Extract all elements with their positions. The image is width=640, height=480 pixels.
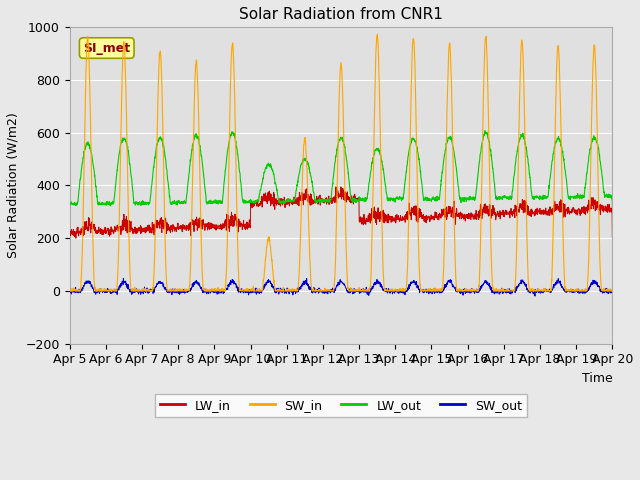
LW_out — [356, 198, 364, 204]
LW_in — [609, 235, 616, 241]
SW_out — [499, 288, 507, 294]
LW_in — [369, 215, 376, 221]
LW_in — [499, 212, 507, 218]
SW_out — [218, 290, 225, 296]
LW_in — [218, 225, 225, 231]
X-axis label: Time: Time — [582, 372, 612, 385]
LW_in — [72, 235, 80, 241]
Line: LW_out: LW_out — [70, 131, 612, 206]
SW_out — [357, 290, 365, 296]
LW_in — [337, 184, 345, 190]
SW_in — [576, 287, 584, 293]
SW_in — [609, 288, 616, 293]
SW_out — [576, 289, 584, 295]
LW_out — [66, 201, 74, 207]
SW_out — [609, 290, 616, 296]
LW_in — [561, 202, 569, 207]
SW_in — [356, 288, 364, 293]
SW_out — [66, 289, 74, 295]
LW_out — [499, 195, 507, 201]
SW_out — [561, 288, 569, 294]
LW_out — [369, 160, 376, 166]
SW_out — [120, 276, 127, 281]
Y-axis label: Solar Radiation (W/m2): Solar Radiation (W/m2) — [7, 113, 20, 258]
LW_out — [609, 204, 616, 209]
Line: LW_in: LW_in — [70, 187, 612, 238]
SW_in — [369, 227, 376, 233]
SW_in — [374, 32, 381, 37]
SW_in — [217, 288, 225, 293]
Line: SW_out: SW_out — [70, 278, 612, 296]
LW_in — [576, 207, 584, 213]
SW_out — [369, 285, 376, 290]
Legend: LW_in, SW_in, LW_out, SW_out: LW_in, SW_in, LW_out, SW_out — [155, 394, 527, 417]
SW_in — [499, 288, 507, 294]
LW_out — [576, 196, 584, 202]
SW_out — [531, 293, 539, 299]
Line: SW_in: SW_in — [70, 35, 612, 291]
LW_out — [217, 199, 225, 205]
LW_in — [357, 218, 365, 224]
SW_in — [561, 277, 568, 283]
LW_in — [66, 233, 74, 239]
Title: Solar Radiation from CNR1: Solar Radiation from CNR1 — [239, 7, 443, 22]
SW_in — [66, 288, 74, 294]
LW_out — [481, 128, 489, 133]
LW_out — [561, 163, 568, 169]
Text: SI_met: SI_met — [83, 41, 131, 55]
